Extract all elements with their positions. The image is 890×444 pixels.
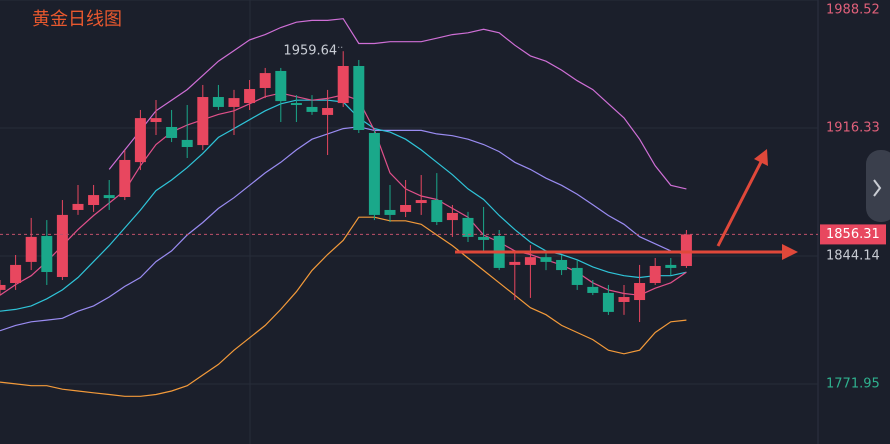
candle-body <box>680 234 692 266</box>
chart-title: 黄金日线图 <box>32 9 122 30</box>
grid <box>249 0 819 444</box>
candle-body <box>0 284 6 290</box>
candle-body <box>244 89 256 104</box>
y-tick-label: 1988.52 <box>826 3 880 18</box>
y-tick-label: 1771.95 <box>826 376 880 391</box>
annotations <box>455 149 798 260</box>
arrow-head <box>782 244 798 260</box>
candle-body <box>166 126 178 138</box>
candle-body <box>462 217 474 237</box>
candle-body <box>119 159 131 198</box>
candle-body <box>56 214 68 277</box>
candle-body <box>72 203 84 210</box>
last-price-label: 1856.31 <box>826 227 880 242</box>
candle-body <box>665 264 677 268</box>
candle-body <box>400 204 412 212</box>
y-tick-label: 1916.33 <box>826 120 880 135</box>
candle-body <box>228 98 240 107</box>
arrow-head <box>754 149 768 166</box>
candle-body <box>306 106 318 112</box>
y-tick-label: 1844.14 <box>826 248 880 263</box>
candle-body <box>446 212 458 221</box>
arrow-up <box>716 159 764 247</box>
line <box>0 126 687 332</box>
candle-body <box>212 97 224 107</box>
candle-body <box>41 236 53 273</box>
candle-body <box>587 286 599 293</box>
candle-body <box>197 97 209 146</box>
candle-body <box>275 70 287 102</box>
candle-body <box>634 283 646 301</box>
candle-body <box>181 139 193 148</box>
plot <box>0 0 818 397</box>
candle-body <box>524 257 536 265</box>
candle-body <box>540 257 552 262</box>
candle-body <box>88 195 100 205</box>
candle-body <box>509 261 521 265</box>
candle-body <box>478 236 490 240</box>
candle-body <box>602 292 614 312</box>
candle-body <box>103 195 115 199</box>
candle-body <box>259 73 271 88</box>
candle-body <box>368 133 380 215</box>
candle-body <box>556 259 568 271</box>
candle-body <box>649 265 661 284</box>
candle-body <box>322 108 334 115</box>
line <box>0 216 687 397</box>
candle-body <box>618 297 630 302</box>
candle-body <box>571 267 583 285</box>
candle-body <box>431 200 443 223</box>
candle-body <box>134 118 146 163</box>
candle-body <box>150 118 162 123</box>
high-label: 1959.64 <box>283 44 337 59</box>
candle-body <box>10 264 22 284</box>
candle-body <box>290 103 302 105</box>
candle-body <box>353 65 365 130</box>
candle-body <box>384 209 396 215</box>
line <box>108 18 687 190</box>
last-price-box <box>820 224 886 245</box>
candle-body <box>415 200 427 204</box>
candle-body <box>337 65 349 104</box>
scroll-button[interactable] <box>866 150 890 222</box>
candle-body <box>25 236 37 262</box>
